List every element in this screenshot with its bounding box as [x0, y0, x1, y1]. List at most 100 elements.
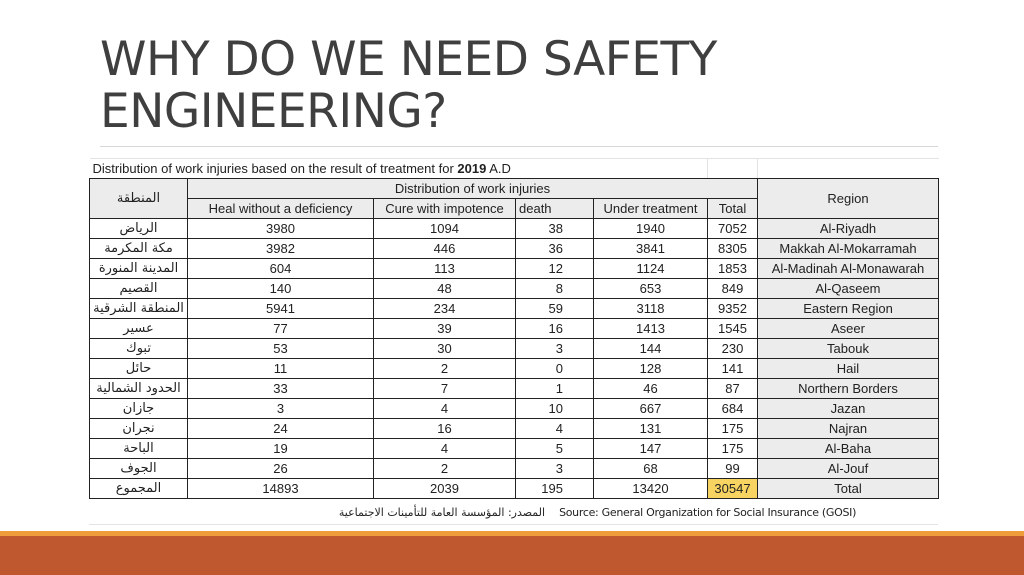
- value-cell: 234: [373, 298, 516, 319]
- column-header: Cure with impotence: [373, 198, 516, 219]
- value-cell: 26: [187, 458, 374, 479]
- row-total-cell: 7052: [707, 218, 758, 239]
- region-en-cell: Eastern Region: [757, 298, 939, 319]
- value-cell: 1: [515, 378, 594, 399]
- total-ar-label: المجموع: [89, 478, 188, 499]
- value-cell: 0: [515, 358, 594, 379]
- value-cell: 653: [593, 278, 708, 299]
- source-note: المصدر: المؤسسة العامة للتأمينات الاجتما…: [89, 498, 939, 525]
- region-en-cell: Al-Madinah Al-Monawarah: [757, 258, 939, 279]
- value-cell: 30: [373, 338, 516, 359]
- caption-blank-cell: [757, 158, 939, 179]
- value-cell: 144: [593, 338, 708, 359]
- row-total-cell: 99: [707, 458, 758, 479]
- value-cell: 53: [187, 338, 374, 359]
- table-row: القصيم 140 48 8 653 849 Al-Qaseem: [89, 278, 939, 299]
- row-total-cell: 1853: [707, 258, 758, 279]
- value-cell: 24: [187, 418, 374, 439]
- region-ar-cell: الجوف: [89, 458, 188, 479]
- row-total-cell: 141: [707, 358, 758, 379]
- value-cell: 12: [515, 258, 594, 279]
- value-cell: 1940: [593, 218, 708, 239]
- table-row: تبوك 53 30 3 144 230 Tabouk: [89, 338, 939, 359]
- table-row: نجران 24 16 4 131 175 Najran: [89, 418, 939, 439]
- region-ar-cell: المدينة المنورة: [89, 258, 188, 279]
- row-total-cell: 8305: [707, 238, 758, 259]
- group-header: Distribution of work injuries: [187, 178, 758, 199]
- value-cell: 3841: [593, 238, 708, 259]
- source-english: Source: General Organization for Social …: [559, 505, 857, 519]
- caption-blank-cell: [707, 158, 758, 179]
- value-cell: 48: [373, 278, 516, 299]
- row-total-cell: 175: [707, 438, 758, 459]
- value-cell: 128: [593, 358, 708, 379]
- table-header-row: المنطقة Distribution of work injuries Re…: [89, 178, 939, 219]
- region-ar-cell: حائل: [89, 358, 188, 379]
- value-cell: 16: [515, 318, 594, 339]
- region-en-cell: Al-Qaseem: [757, 278, 939, 299]
- table-row: المنطقة الشرقية 5941 234 59 3118 9352 Eastern …: [89, 298, 939, 319]
- column-header: Under treatment: [593, 198, 708, 219]
- region-en-cell: Najran: [757, 418, 939, 439]
- region-en-cell: Tabouk: [757, 338, 939, 359]
- value-cell: 5: [515, 438, 594, 459]
- injuries-table-container: Distribution of work injuries based on t…: [89, 158, 939, 525]
- value-cell: 46: [593, 378, 708, 399]
- table-caption-row: Distribution of work injuries based on t…: [89, 158, 939, 179]
- injuries-table: Distribution of work injuries based on t…: [89, 158, 939, 525]
- region-ar-cell: الباحة: [89, 438, 188, 459]
- region-ar-cell: مكة المكرمة: [89, 238, 188, 259]
- total-cell: 13420: [593, 478, 708, 499]
- value-cell: 10: [515, 398, 594, 419]
- caption-year: 2019: [457, 161, 487, 176]
- slide-title-line-1: WHY DO WE NEED SAFETY: [100, 32, 717, 87]
- region-ar-cell: جازان: [89, 398, 188, 419]
- region-ar-cell: القصيم: [89, 278, 188, 299]
- column-header: Total: [707, 198, 758, 219]
- column-header: Heal without a deficiency: [187, 198, 374, 219]
- value-cell: 3118: [593, 298, 708, 319]
- table-total-row: المجموع 14893 2039 195 13420 30547 Total: [89, 478, 939, 499]
- region-header: Region: [757, 178, 939, 219]
- table-row: الرياض 3980 1094 38 1940 7052 Al-Riyadh: [89, 218, 939, 239]
- table-row: جازان 3 4 10 667 684 Jazan: [89, 398, 939, 419]
- region-en-cell: Northern Borders: [757, 378, 939, 399]
- region-en-cell: Jazan: [757, 398, 939, 419]
- value-cell: 3980: [187, 218, 374, 239]
- region-ar-cell: نجران: [89, 418, 188, 439]
- caption-prefix: Distribution of work injuries based on t…: [92, 161, 458, 176]
- value-cell: 36: [515, 238, 594, 259]
- table-row: المدينة المنورة 604 113 12 1124 1853 Al-Madina…: [89, 258, 939, 279]
- caption-suffix: A.D: [486, 161, 511, 176]
- value-cell: 16: [373, 418, 516, 439]
- row-total-cell: 230: [707, 338, 758, 359]
- table-row: عسير 77 39 16 1413 1545 Aseer: [89, 318, 939, 339]
- value-cell: 8: [515, 278, 594, 299]
- value-cell: 68: [593, 458, 708, 479]
- total-en-label: Total: [757, 478, 939, 499]
- source-row: المصدر: المؤسسة العامة للتأمينات الاجتما…: [89, 498, 939, 525]
- table-row: مكة المكرمة 3982 446 36 3841 8305 Makkah Al-Mo…: [89, 238, 939, 259]
- region-ar-cell: تبوك: [89, 338, 188, 359]
- region-ar-cell: عسير: [89, 318, 188, 339]
- grand-total-cell: 30547: [707, 478, 758, 499]
- total-cell: 14893: [187, 478, 374, 499]
- value-cell: 3: [515, 458, 594, 479]
- region-ar-cell: الرياض: [89, 218, 188, 239]
- value-cell: 59: [515, 298, 594, 319]
- value-cell: 667: [593, 398, 708, 419]
- region-ar-cell: المنطقة الشرقية: [89, 298, 188, 319]
- table-row: الجوف 26 2 3 68 99 Al-Jouf: [89, 458, 939, 479]
- table-row: حائل 11 2 0 128 141 Hail: [89, 358, 939, 379]
- table-bottom-rule: [89, 524, 938, 525]
- slide-title-line-2: ENGINEERING?: [100, 84, 447, 139]
- value-cell: 113: [373, 258, 516, 279]
- value-cell: 5941: [187, 298, 374, 319]
- table-caption: Distribution of work injuries based on t…: [89, 158, 708, 179]
- region-en-cell: Al-Riyadh: [757, 218, 939, 239]
- value-cell: 38: [515, 218, 594, 239]
- region-en-cell: Aseer: [757, 318, 939, 339]
- region-en-cell: Al-Jouf: [757, 458, 939, 479]
- value-cell: 147: [593, 438, 708, 459]
- slide-title: WHY DO WE NEED SAFETY ENGINEERING?: [100, 34, 920, 138]
